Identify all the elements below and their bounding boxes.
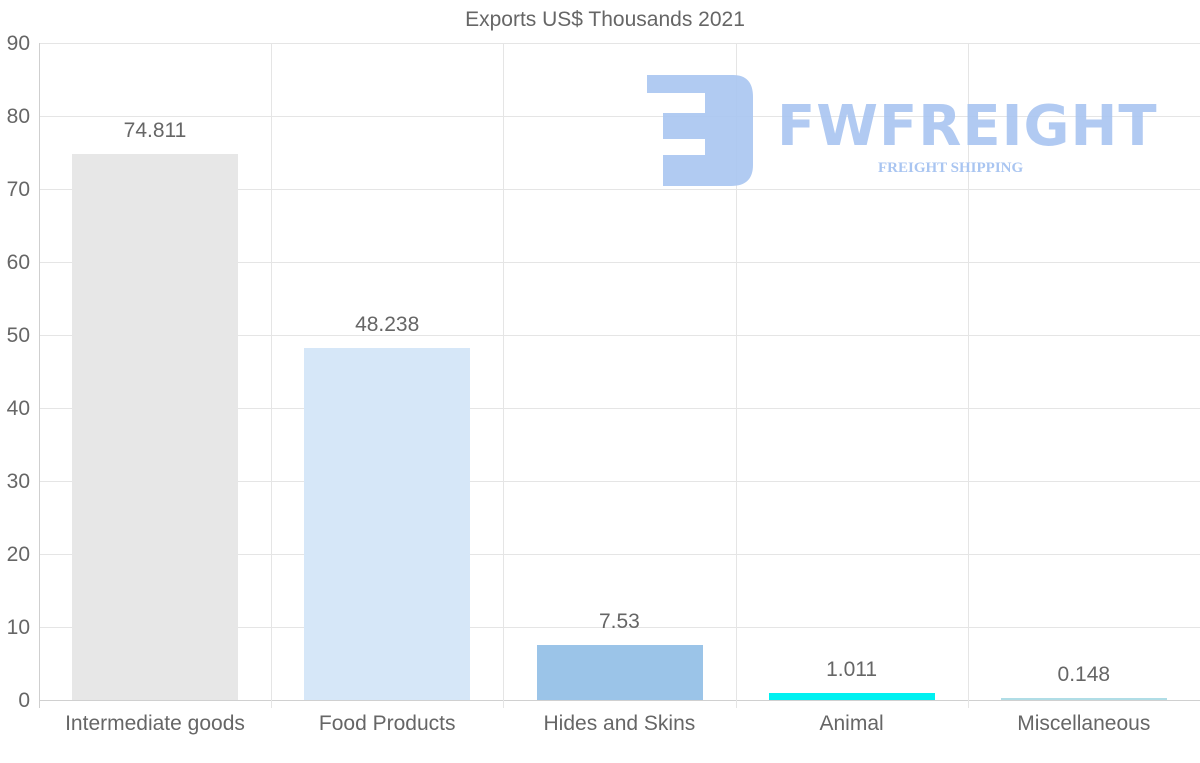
chart-title: Exports US$ Thousands 2021: [465, 8, 745, 31]
bar-value-label: 1.011: [826, 657, 878, 681]
gridline-y: [39, 116, 1200, 117]
gridline-y: [39, 481, 1200, 482]
y-tick-label: 90: [6, 32, 30, 55]
gridline-y: [39, 43, 1200, 44]
bar-intermediate-goods[interactable]: [72, 153, 239, 700]
gridline-x: [271, 43, 272, 708]
plot-area: 0 10 20 30 40 50 60 70 80 90 74.811 48.238 7.53 1.011…: [7, 33, 1200, 711]
gridline-y: [39, 554, 1200, 555]
gridline-y: [39, 408, 1200, 409]
bar-food-products[interactable]: [304, 347, 471, 700]
y-axis-line: [39, 43, 40, 708]
bar-hides-and-skins[interactable]: [536, 645, 703, 700]
y-tick-label: 30: [6, 470, 30, 493]
gridline-y: [39, 189, 1200, 190]
gridline-x: [503, 43, 504, 708]
gridline-y: [39, 700, 1200, 701]
x-tick-label: Miscellaneous: [1017, 712, 1151, 735]
gridline-y: [39, 627, 1200, 628]
bar-value-label: 7.53: [598, 610, 640, 634]
x-tick-label: Intermediate goods: [65, 712, 245, 735]
y-tick-label: 20: [6, 543, 30, 566]
x-tick-label: Food Products: [318, 712, 456, 735]
y-tick-label: 50: [6, 324, 30, 347]
bar-miscellaneous[interactable]: [1000, 698, 1167, 700]
gridline-y: [39, 262, 1200, 263]
bar-value-label: 74.811: [123, 118, 187, 142]
bar-value-label: 0.148: [1057, 663, 1111, 686]
x-tick-label: Hides and Skins: [543, 712, 696, 735]
y-tick-label: 40: [6, 397, 30, 420]
gridline-x: [736, 43, 737, 708]
gridline-y: [39, 335, 1200, 336]
y-tick-label: 60: [6, 251, 30, 274]
y-tick-label: 10: [6, 616, 30, 639]
y-tick-label: 70: [6, 178, 30, 201]
x-tick-label: Animal: [819, 712, 884, 735]
bar-value-label: 48.238: [355, 312, 420, 336]
gridline-x: [968, 43, 969, 708]
bar-animal[interactable]: [768, 692, 935, 700]
y-tick-label: 0: [18, 689, 30, 712]
y-tick-label: 80: [6, 105, 30, 128]
